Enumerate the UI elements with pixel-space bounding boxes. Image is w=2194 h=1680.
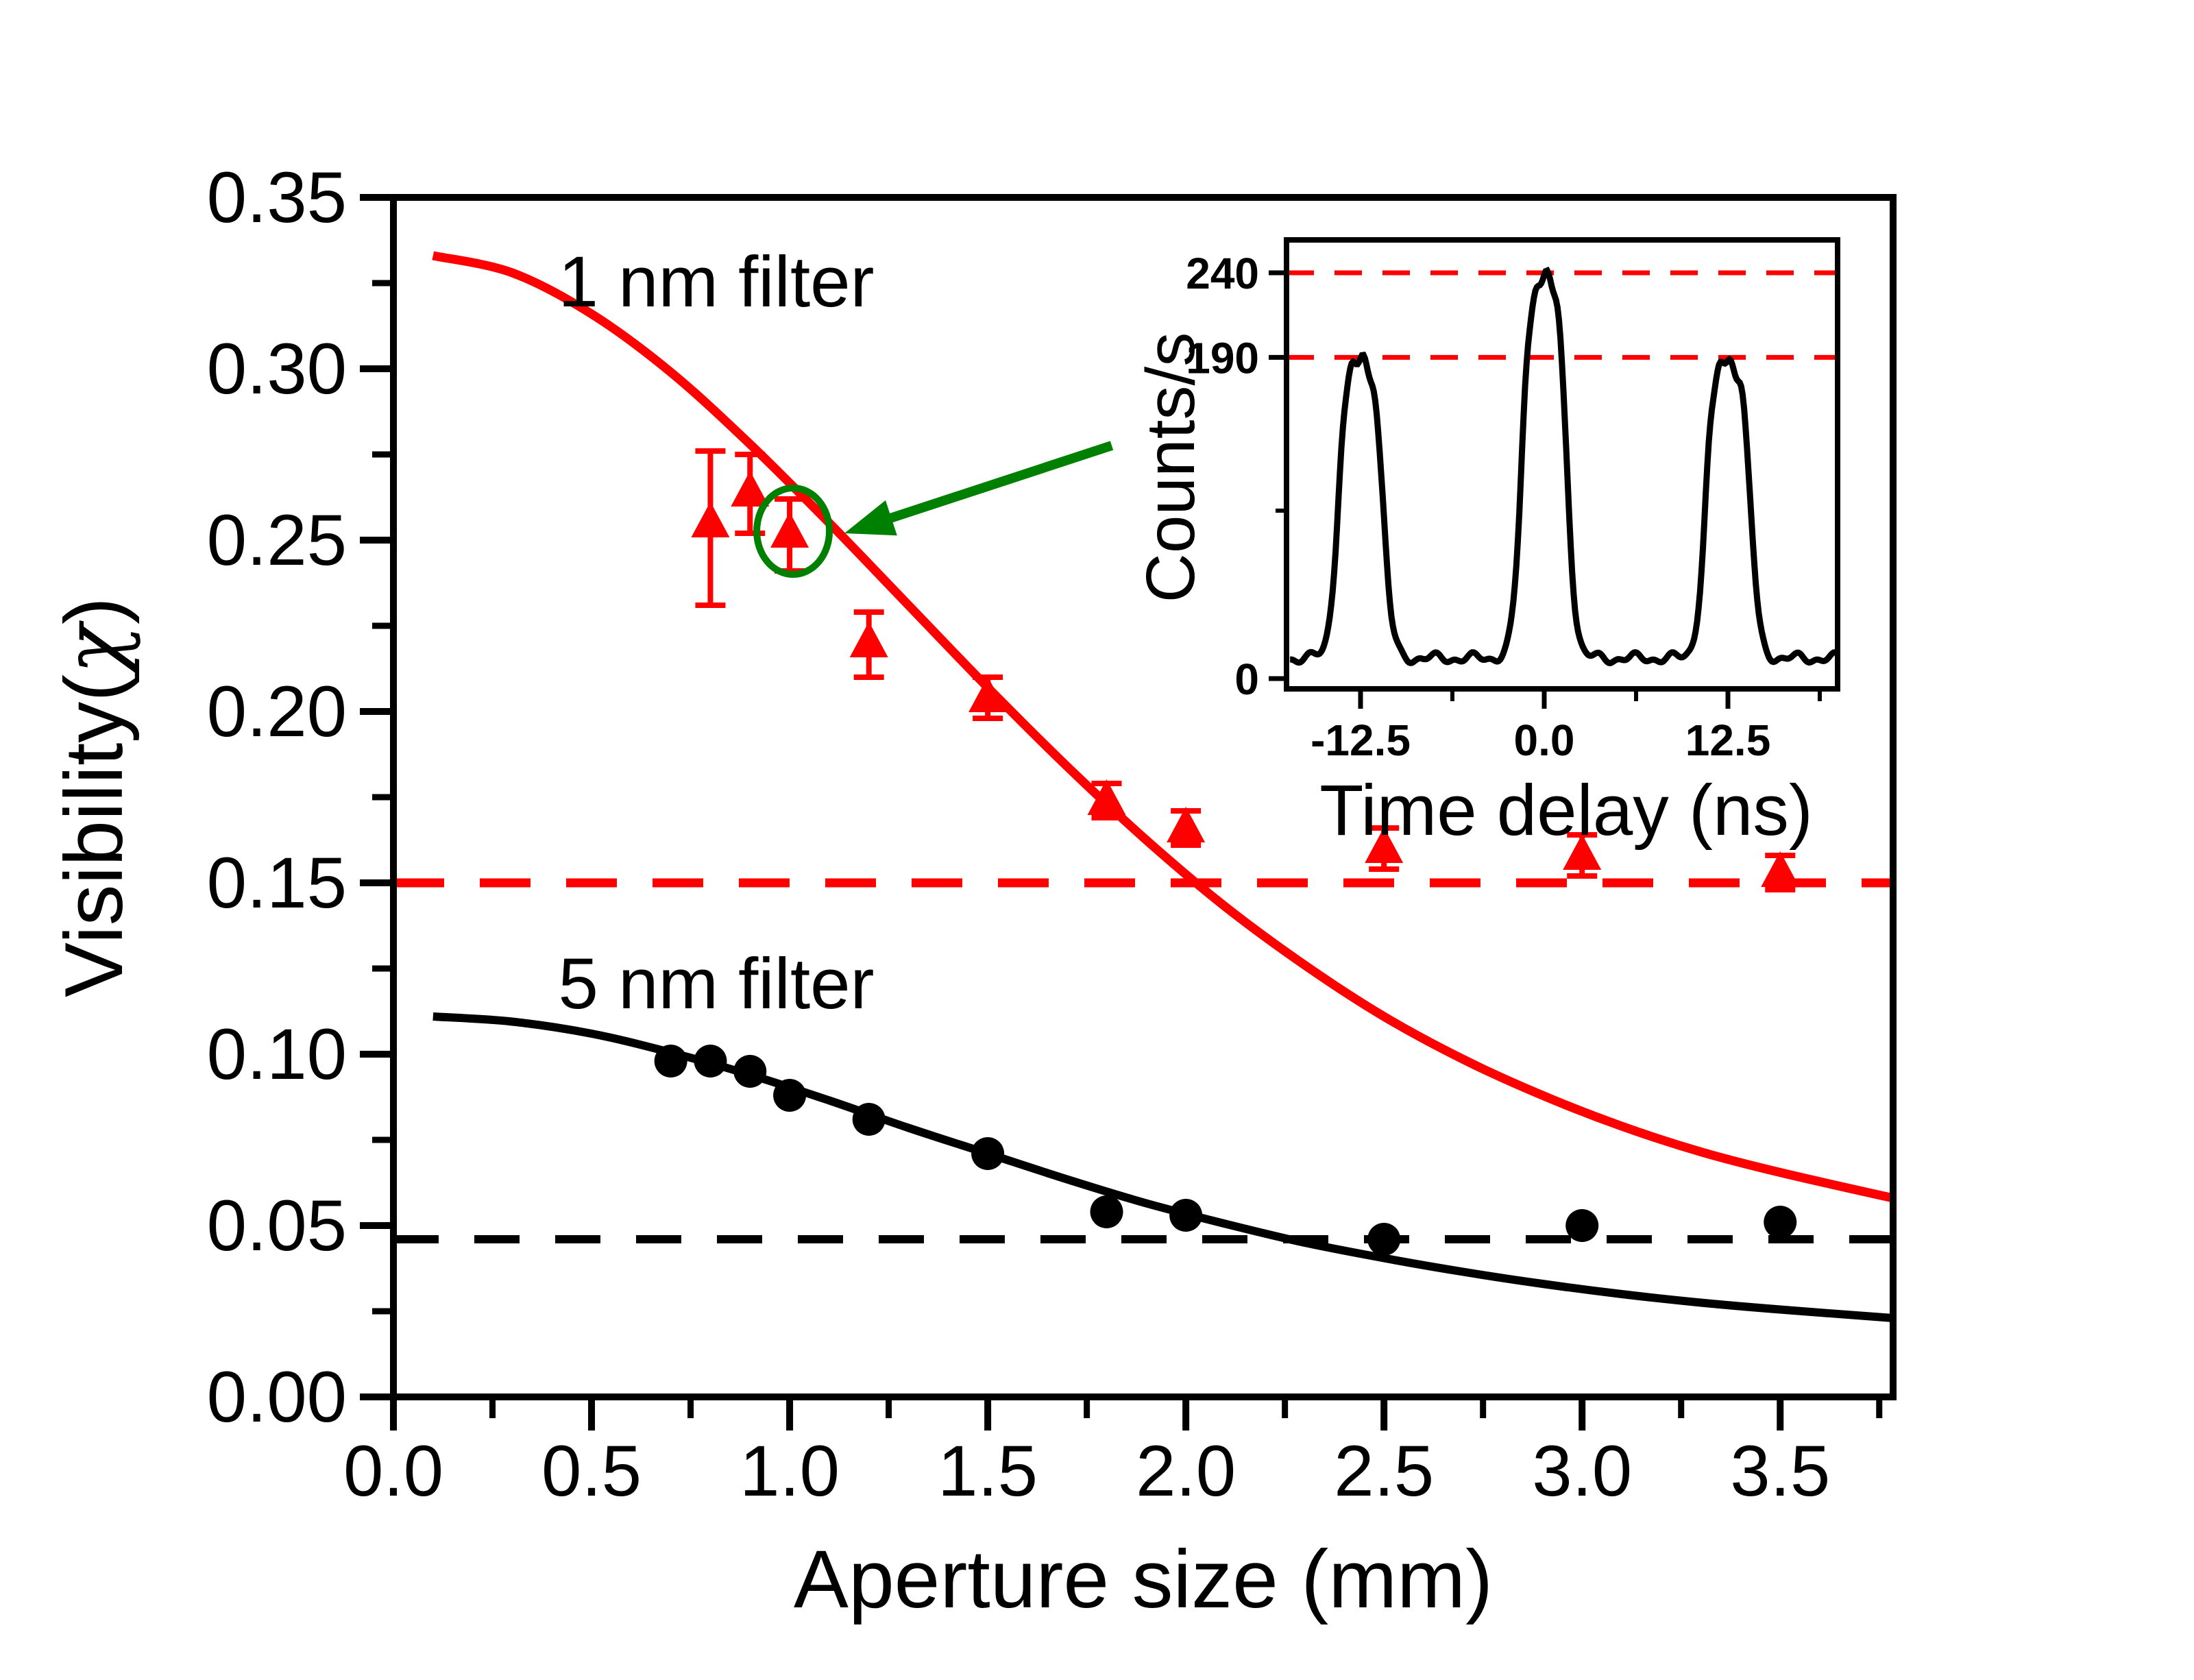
- inset-y-axis-title: Counts/s: [1132, 332, 1209, 603]
- series-label-5nm: 5 nm filter: [559, 944, 875, 1024]
- data-point-triangle: [1761, 851, 1800, 887]
- y-tick-label: 0.20: [207, 672, 347, 752]
- x-tick-label: 3.0: [1532, 1431, 1632, 1511]
- data-point-triangle: [770, 512, 809, 548]
- inset-frame: [1284, 237, 1840, 692]
- inset-plot: 240 190 0 -12.5 0.0 12.5 Time delay (ns) Coun…: [1132, 237, 1840, 851]
- data-point-triangle: [731, 471, 770, 507]
- data-point-circle: [733, 1055, 767, 1088]
- inset-y-tick-label: 190: [1186, 333, 1259, 382]
- y-tick-label: 0.00: [207, 1357, 347, 1437]
- arrow-annotation-shaft: [883, 441, 1114, 525]
- y-tick-label: 0.35: [207, 158, 347, 238]
- series-5nm-fit-curve: [432, 1012, 1894, 1322]
- highlight-circle-annotation: [753, 485, 833, 578]
- inset-plot-generated: 240 190 0 -12.5 0.0 12.5: [1186, 237, 1840, 765]
- inset-x-tick-label: 0.0: [1514, 716, 1575, 765]
- data-point-circle: [1090, 1195, 1123, 1228]
- series-1nm-fit-curve: [432, 251, 1894, 1203]
- data-point-circle: [773, 1079, 807, 1112]
- data-point-circle: [1764, 1206, 1797, 1239]
- x-tick-label: 1.5: [938, 1431, 1038, 1511]
- data-point-circle: [694, 1045, 727, 1078]
- series-label-1nm: 1 nm filter: [559, 242, 875, 322]
- x-axis-title: Aperture size (mm): [794, 1533, 1493, 1625]
- y-tick-label: 0.30: [207, 329, 347, 409]
- data-point-triangle: [1087, 779, 1126, 815]
- inset-x-tick-label: -12.5: [1311, 716, 1411, 765]
- arrow-annotation-head: [844, 500, 897, 536]
- x-tick-label: 2.5: [1334, 1431, 1434, 1511]
- inset-y-tick-label: 0: [1234, 655, 1259, 704]
- y-tick-label: 0.10: [207, 1014, 347, 1095]
- x-tick-label: 0.5: [541, 1431, 642, 1511]
- data-point-circle: [654, 1045, 687, 1078]
- inset-x-axis-title: Time delay (ns): [1319, 770, 1813, 851]
- data-point-circle: [1367, 1223, 1401, 1256]
- data-point-circle: [1565, 1209, 1599, 1242]
- data-point-triangle: [849, 622, 888, 657]
- data-point-triangle: [968, 677, 1008, 712]
- main-plot: 0.0 0.5 1.0 1.5 2.0 2.5 3.0 3.50.000.050.100.15…: [47, 158, 1897, 1625]
- y-axis-title: Visibility(χ): [47, 597, 142, 997]
- inset-y-tick-label: 240: [1186, 249, 1259, 298]
- data-point-triangle: [1563, 834, 1602, 870]
- main-plot-generated: 0.0 0.5 1.0 1.5 2.0 2.5 3.0 3.50.000.050.100.15…: [207, 158, 1897, 1511]
- inset-x-tick-label: 12.5: [1685, 716, 1771, 765]
- y-tick-label: 0.25: [207, 500, 347, 581]
- y-tick-label: 0.05: [207, 1186, 347, 1266]
- data-point-circle: [852, 1103, 886, 1136]
- y-tick-label: 0.15: [207, 843, 347, 923]
- x-tick-label: 0.0: [343, 1431, 443, 1511]
- x-tick-label: 2.0: [1136, 1431, 1236, 1511]
- data-point-triangle: [1365, 827, 1404, 863]
- inset-pulse-trace: [1290, 267, 1836, 666]
- x-tick-label: 3.5: [1730, 1431, 1830, 1511]
- x-tick-label: 1.0: [740, 1431, 840, 1511]
- data-point-circle: [971, 1137, 1005, 1170]
- data-point-triangle: [691, 502, 730, 537]
- series-5nm-points: [654, 1045, 1797, 1256]
- data-point-triangle: [1167, 807, 1206, 842]
- data-point-circle: [1169, 1199, 1203, 1232]
- main-frame: [390, 194, 1897, 1400]
